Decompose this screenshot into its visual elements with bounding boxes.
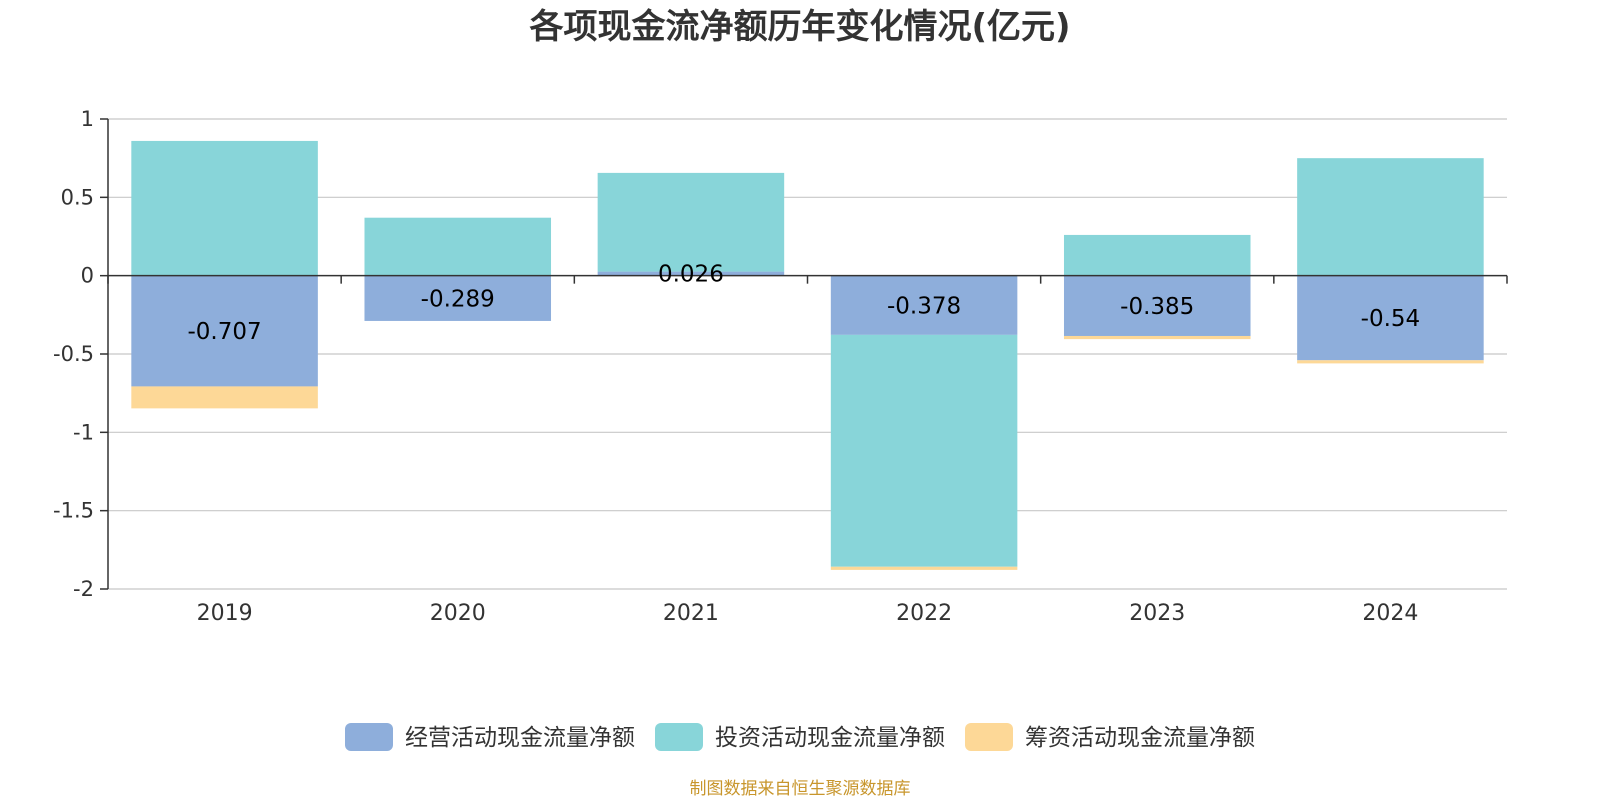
y-tick-label: 1 — [81, 107, 94, 131]
x-tick-label: 2022 — [896, 601, 952, 626]
bar-2024-series-2[interactable] — [1297, 360, 1484, 364]
bar-2020-series-0[interactable] — [364, 275, 552, 321]
bar-2023-series-0[interactable] — [1063, 275, 1251, 336]
bar-2019-series-1[interactable] — [131, 140, 318, 276]
x-tick-label: 2023 — [1129, 601, 1185, 626]
data-label: -0.385 — [1120, 294, 1194, 320]
bar-2022-series-2[interactable] — [830, 566, 1018, 570]
bar-2019-series-2[interactable] — [131, 386, 318, 409]
x-tick-label: 2019 — [197, 601, 253, 626]
x-tick-label: 2021 — [663, 601, 719, 626]
bar-2021-series-1[interactable] — [597, 172, 785, 272]
legend: 经营活动现金流量净额 投资活动现金流量净额 筹资活动现金流量净额 — [345, 723, 1255, 751]
data-label: 0.026 — [658, 262, 724, 288]
y-tick-label: -1 — [73, 420, 94, 444]
bar-2021-series-0[interactable] — [597, 271, 785, 276]
data-label: -0.289 — [421, 286, 495, 312]
axes: 1 0.5 0 -0.5 -1 -1.5 -2 2019 2020 2021 2022 2023 202… — [53, 107, 1508, 626]
y-tick-label: -1.5 — [53, 499, 94, 523]
legend-swatch[interactable] — [965, 723, 1013, 751]
y-tick-label: 0 — [81, 264, 94, 288]
data-label: -0.54 — [1361, 306, 1421, 332]
data-label: -0.707 — [188, 319, 262, 345]
bar-2023-series-2[interactable] — [1063, 335, 1251, 340]
bar-2022-series-0[interactable] — [830, 275, 1018, 335]
bar-2019-series-0[interactable] — [131, 275, 318, 387]
y-tick-label: 0.5 — [61, 185, 94, 209]
y-tick-label: -2 — [73, 577, 94, 601]
y-tick-label: -0.5 — [53, 342, 94, 366]
legend-label[interactable]: 经营活动现金流量净额 — [405, 725, 635, 751]
bar-2023-series-1[interactable] — [1063, 234, 1251, 276]
x-tick-label: 2020 — [430, 601, 486, 626]
grid-lines — [108, 118, 1507, 590]
legend-label[interactable]: 投资活动现金流量净额 — [715, 725, 945, 751]
source-note: 制图数据来自恒生聚源数据库 — [690, 779, 911, 799]
x-tick-label: 2024 — [1362, 601, 1418, 626]
legend-swatch[interactable] — [345, 723, 393, 751]
data-label-layer: -0.707 -0.289 0.026 -0.378 -0.385 -0.54 — [188, 262, 1421, 345]
bar-2020-series-1[interactable] — [364, 217, 552, 276]
bar-layer — [131, 140, 1484, 570]
chart-title: 各项现金流净额历年变化情况(亿元) — [529, 7, 1070, 47]
data-label: -0.378 — [887, 293, 961, 319]
bar-2024-series-1[interactable] — [1297, 158, 1484, 276]
legend-swatch[interactable] — [655, 723, 703, 751]
bar-2024-series-0[interactable] — [1297, 275, 1484, 361]
legend-label[interactable]: 筹资活动现金流量净额 — [1025, 725, 1255, 751]
bar-2022-series-1[interactable] — [830, 334, 1018, 567]
